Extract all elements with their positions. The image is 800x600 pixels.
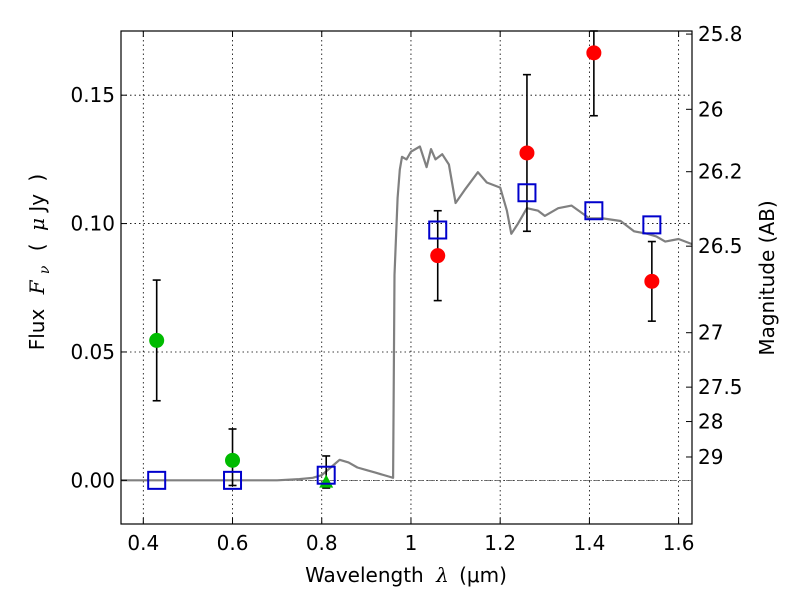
y-tick-label-2: 0.10 [70,212,115,236]
x-axis-label: Wavelength λ (μm) [305,563,507,587]
error-bars [152,30,656,489]
sed-line [121,145,693,482]
y2-axis-label: Magnitude (AB) [755,200,779,355]
y2-tick-label-4: 27 [698,321,723,345]
y2-tick-label-2: 26.2 [698,160,743,184]
y2-tick-label-0: 25.8 [698,22,743,46]
model-sed-curve [121,145,693,482]
y-axis-label: Flux F ν ( μ Jy ) [25,174,54,351]
y2-tick-labels: 25.8 26 26.2 26.5 27 27.5 28 29 [698,22,743,469]
data-point-square-3-0 [147,470,167,490]
grid-lines [121,31,692,524]
data-point-square-3-1 [223,470,243,490]
y-tick-labels: 0.00 0.05 0.10 0.15 [70,83,115,492]
data-point-circle-1-1 [225,452,241,468]
x-tick-label-3: 1 [405,531,418,555]
y-tick-label-0: 0.00 [70,468,115,492]
x-tick-label-0: 0.4 [127,531,159,555]
plot-frame [120,30,693,525]
x-tick-label-6: 1.6 [663,531,695,555]
data-point-square-3-4 [517,183,537,203]
data-point-square-3-2 [316,465,336,485]
data-point-square-3-5 [584,201,604,221]
data-point-circle-0-2 [586,45,602,61]
x-tick-labels: 0.4 0.6 0.8 1 1.2 1.4 1.6 [127,531,694,555]
data-points [147,45,662,490]
x-tick-label-2: 0.8 [306,531,338,555]
axis-ticks [121,31,692,524]
y2-tick-label-5: 27.5 [698,375,743,399]
y2-tick-label-1: 26 [698,97,723,121]
y2-tick-label-7: 29 [698,445,723,469]
x-tick-label-5: 1.4 [573,531,605,555]
data-point-circle-0-0 [430,248,446,264]
data-point-circle-0-3 [644,273,660,289]
data-point-circle-0-1 [519,145,535,161]
data-point-square-3-3 [428,220,448,240]
y2-tick-label-6: 28 [698,410,723,434]
y-tick-label-1: 0.05 [70,340,115,364]
y-tick-label-3: 0.15 [70,83,115,107]
x-tick-label-4: 1.2 [484,531,516,555]
data-point-triangle-2-0 [319,474,334,488]
x-tick-label-1: 0.6 [217,531,249,555]
data-point-square-3-6 [642,215,662,235]
y2-tick-label-3: 26.5 [698,234,743,258]
data-point-circle-1-0 [149,332,165,348]
